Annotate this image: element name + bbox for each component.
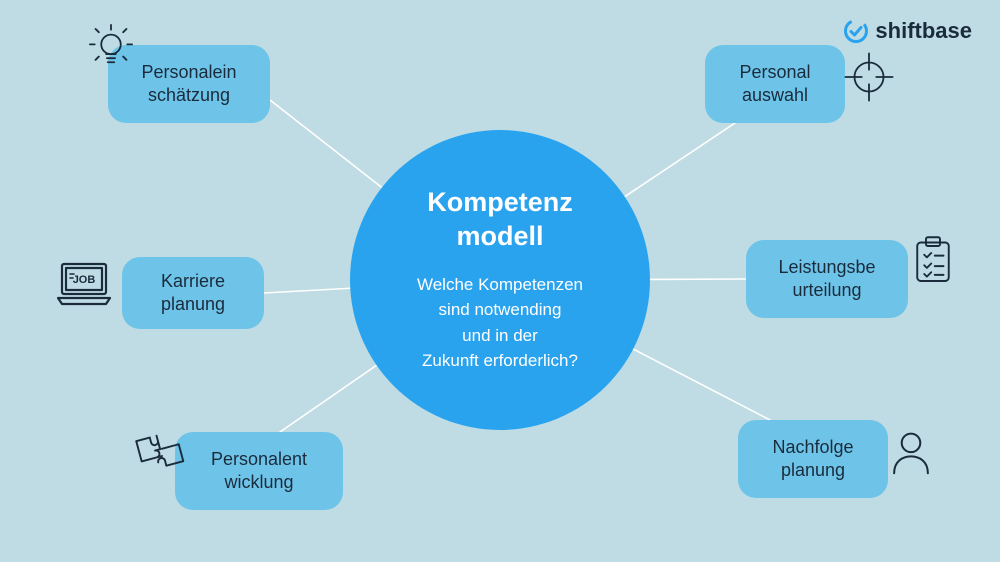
svg-text:JOB: JOB (73, 274, 96, 286)
laptop-job-icon: JOB (52, 252, 116, 321)
center-sub-line1: Welche Kompetenzen (417, 275, 583, 294)
center-title-line2: modell (456, 221, 543, 251)
lightbulb-icon (85, 20, 137, 77)
center-title-line1: Kompetenz (427, 187, 573, 217)
center-subtitle: Welche Kompetenzen sind notwending und i… (417, 272, 583, 374)
node-leistungsbeurteilung: Leistungsbeurteilung (746, 240, 908, 318)
center-sub-line2: sind notwending (439, 300, 562, 319)
target-crosshair-icon (840, 48, 898, 111)
center-title: Kompetenz modell (427, 186, 573, 254)
center-circle: Kompetenz modell Welche Kompetenzen sind… (350, 130, 650, 430)
brand-logo: shiftbase (843, 18, 972, 44)
node-karriereplanung: Karriereplanung (122, 257, 264, 329)
node-nachfolgeplanung: Nachfolgeplanung (738, 420, 888, 498)
logo-text: shiftbase (875, 18, 972, 44)
node-personalentwicklung: Personalentwicklung (175, 432, 343, 510)
center-sub-line4: Zukunft erforderlich? (422, 351, 578, 370)
clipboard-checklist-icon (905, 232, 961, 293)
node-personalauswahl: Personalauswahl (705, 45, 845, 123)
diagram-canvas: shiftbase Kompetenz modell Welche Kompet… (0, 0, 1000, 562)
person-icon (884, 426, 938, 485)
puzzle-icon (130, 420, 186, 481)
center-sub-line3: und in der (462, 326, 538, 345)
logo-check-icon (843, 18, 869, 44)
